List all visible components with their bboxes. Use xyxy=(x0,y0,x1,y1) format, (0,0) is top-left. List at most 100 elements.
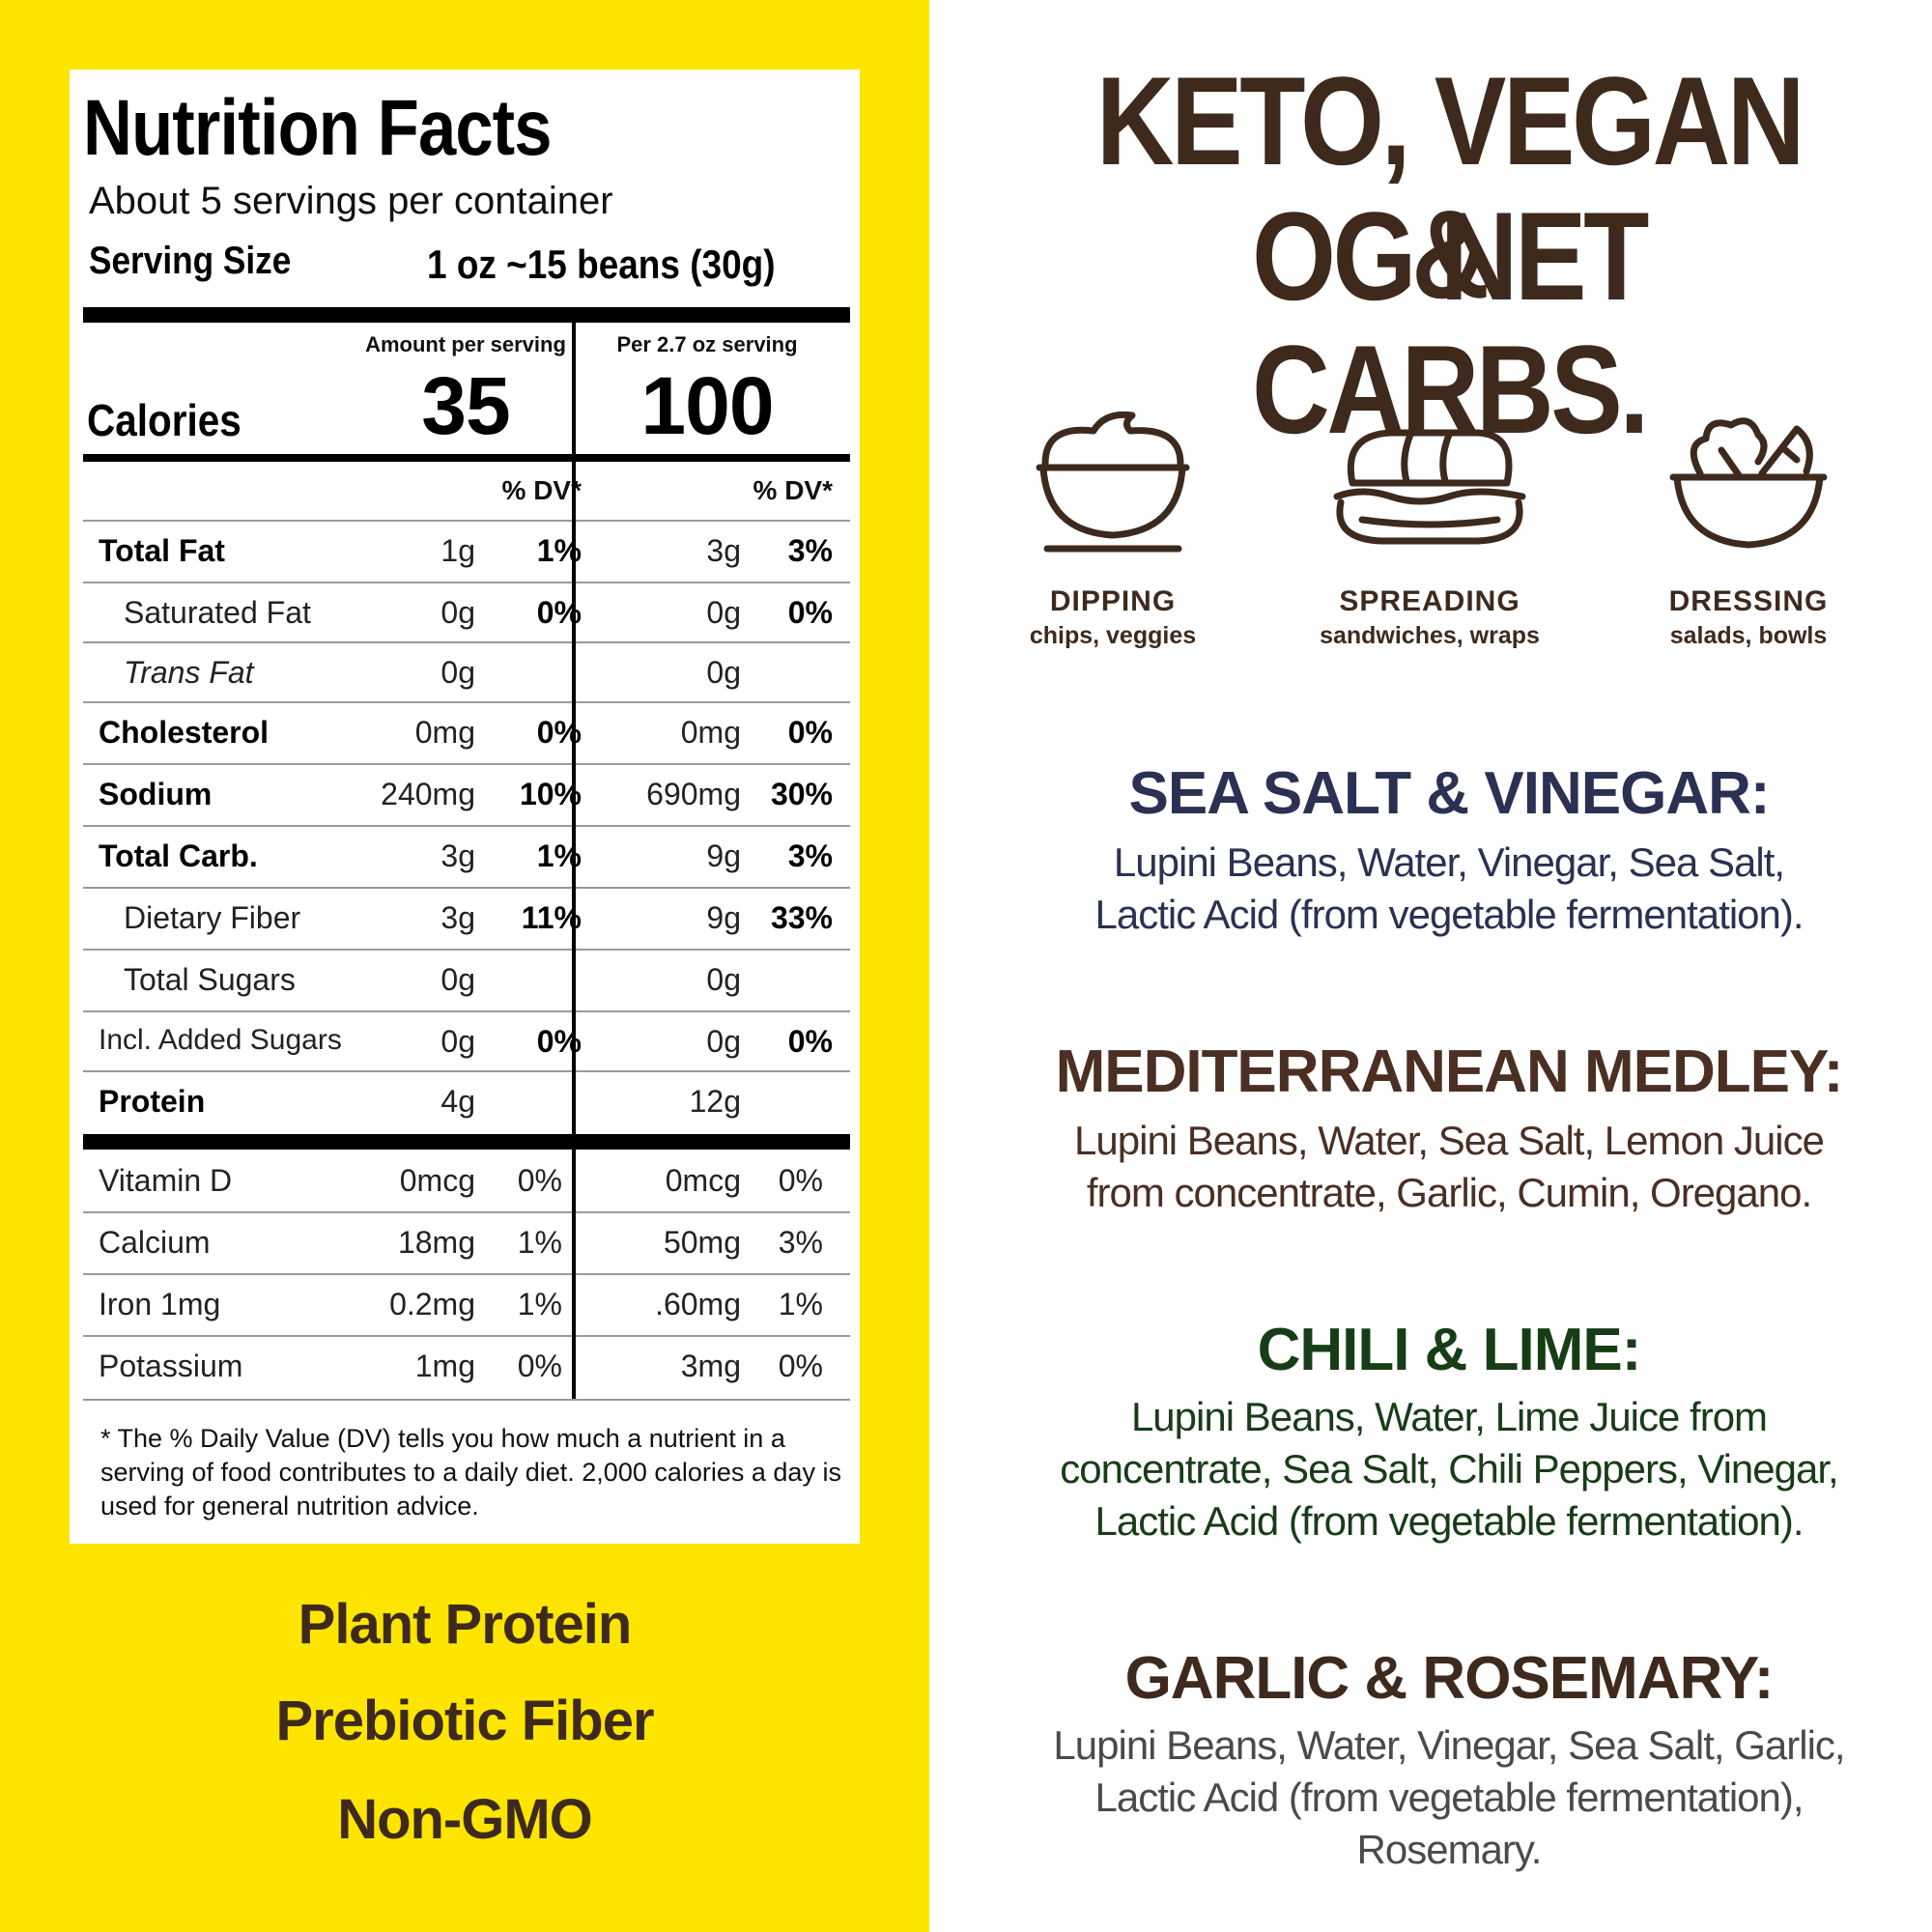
nutrient-row: Total Carb. 3g 1% 9g 3% xyxy=(70,827,860,885)
row-divider xyxy=(83,763,850,765)
dv-header-1: % DV* xyxy=(501,475,582,505)
nutrient-row: Protein 4g 12g xyxy=(70,1072,860,1130)
amount-per-serving: 4g xyxy=(440,1084,475,1119)
salad-bowl-icon xyxy=(1669,417,1828,549)
thick-divider xyxy=(83,307,850,323)
amount-per-container: 0g xyxy=(706,595,741,630)
dv-per-serving: 10% xyxy=(519,777,582,811)
dv-header-2: % DV* xyxy=(753,475,833,505)
vitamin-name: Vitamin D xyxy=(99,1163,233,1198)
amount-per-serving: 240mg xyxy=(381,777,475,811)
use-subtitle: chips, veggies xyxy=(1029,622,1197,649)
benefit-non-gmo: Non-GMO xyxy=(337,1788,593,1851)
nutrient-name: Cholesterol xyxy=(99,715,270,750)
amount-per-container: 3mg xyxy=(680,1349,741,1383)
flavor-ingredients: Lupini Beans, Water, Sea Salt, Lemon Jui… xyxy=(1005,1115,1893,1219)
use-dipping: DIPPING chips, veggies xyxy=(939,406,1287,650)
flavor-ingredients: Lupini Beans, Water, Vinegar, Sea Salt, … xyxy=(1005,1719,1893,1876)
dv-per-container: 0% xyxy=(787,595,833,630)
vitamin-name: Potassium xyxy=(99,1349,243,1383)
nutrient-row: Dietary Fiber 3g 11% 9g 33% xyxy=(70,889,860,947)
amount-per-serving: 18mg xyxy=(397,1225,475,1260)
headline-line-1: KETO, VEGAN & xyxy=(1095,50,1805,325)
vitamin-row: Vitamin D 0mcg 0% 0mcg 0% xyxy=(70,1151,860,1209)
nutrient-name: Sodium xyxy=(99,777,213,811)
col2-header: Per 2.7 oz serving xyxy=(616,332,798,356)
col1-header: Amount per serving xyxy=(365,332,566,356)
amount-per-container: 3g xyxy=(706,533,741,568)
dv-per-container: 1% xyxy=(778,1287,823,1321)
row-divider xyxy=(83,641,850,643)
dv-per-container: 0% xyxy=(778,1349,823,1383)
calories-per-serving: 35 xyxy=(421,360,510,451)
ingredient-line: Lactic Acid (from vegetable fermentation… xyxy=(1094,1775,1804,1820)
amount-per-serving: 0.2mg xyxy=(389,1287,475,1321)
dv-per-container: 3% xyxy=(787,533,833,568)
amount-per-serving: 3g xyxy=(440,838,475,873)
use-title: DIPPING xyxy=(1049,585,1177,617)
row-divider xyxy=(83,582,850,583)
ingredient-line: Lupini Beans, Water, Lime Juice from xyxy=(1130,1394,1768,1439)
medium-divider xyxy=(83,454,850,462)
row-divider xyxy=(83,1211,850,1213)
dv-per-serving: 0% xyxy=(536,715,582,750)
nutrient-row: Saturated Fat 0g 0% 0g 0% xyxy=(70,583,860,641)
flavor-title: CHILI & LIME: xyxy=(1257,1317,1642,1383)
amount-per-serving: 1g xyxy=(440,533,475,568)
dv-per-container: 0% xyxy=(787,1024,833,1059)
amount-per-container: 9g xyxy=(706,900,741,935)
flavor-ingredients: Lupini Beans, Water, Lime Juice from con… xyxy=(1005,1391,1893,1548)
ingredient-line: Lactic Acid (from vegetable fermentation… xyxy=(1094,1498,1804,1544)
ingredient-line: from concentrate, Garlic, Cumin, Oregano… xyxy=(1086,1170,1812,1215)
nutrient-name: Trans Fat xyxy=(124,655,254,690)
nutrient-row: Incl. Added Sugars 0g 0% 0g 0% xyxy=(70,1012,860,1070)
ingredient-line: Rosemary. xyxy=(1356,1827,1543,1872)
row-divider xyxy=(83,1010,850,1012)
amount-per-container: 0g xyxy=(706,655,741,690)
nutrient-row: Sodium 240mg 10% 690mg 30% xyxy=(70,765,860,823)
dv-per-serving: 0% xyxy=(517,1349,562,1383)
vitamin-row: Potassium 1mg 0% 3mg 0% xyxy=(70,1337,860,1395)
dv-per-serving: 1% xyxy=(536,533,582,568)
amount-per-container: 9g xyxy=(706,838,741,873)
amount-per-container: 50mg xyxy=(663,1225,741,1260)
ingredient-line: Lupini Beans, Water, Vinegar, Sea Salt, xyxy=(1113,839,1785,885)
nutrient-row: Total Fat 1g 1% 3g 3% xyxy=(70,522,860,580)
nutrient-row: Total Sugars 0g 0g xyxy=(70,951,860,1009)
dv-per-container: 3% xyxy=(787,838,833,873)
vitamin-name: Iron 1mg xyxy=(99,1287,221,1321)
row-divider xyxy=(83,1273,850,1275)
dv-per-container: 0% xyxy=(787,715,833,750)
flavor-title: GARLIC & ROSEMARY: xyxy=(1124,1645,1775,1712)
flavor-title: SEA SALT & VINEGAR: xyxy=(1128,760,1770,827)
headline-line-2: OG NET CARBS. xyxy=(1252,185,1649,460)
use-title: SPREADING xyxy=(1339,585,1520,617)
dv-per-container: 30% xyxy=(770,777,833,811)
vitamin-row: Calcium 18mg 1% 50mg 3% xyxy=(70,1213,860,1271)
serving-size-label: Serving Size xyxy=(89,240,292,282)
amount-per-container: 12g xyxy=(689,1084,741,1119)
nutrient-name: Protein xyxy=(99,1084,206,1119)
serving-size-value: 1 oz ~15 beans (30g) xyxy=(427,242,776,287)
amount-per-container: 690mg xyxy=(646,777,741,811)
sandwich-icon xyxy=(1333,429,1526,545)
nutrient-name: Total Sugars xyxy=(124,962,296,997)
nutrient-name: Total Carb. xyxy=(99,838,258,873)
calories-per-container: 100 xyxy=(640,360,774,451)
dv-per-serving: 0% xyxy=(536,1024,582,1059)
dv-footnote: * The % Daily Value (DV) tells you how m… xyxy=(100,1424,841,1520)
dip-bowl-icon xyxy=(1036,411,1190,553)
row-divider xyxy=(83,520,850,522)
amount-per-serving: 0mg xyxy=(414,715,475,750)
use-spreading: SPREADING sandwiches, wraps xyxy=(1256,406,1604,650)
vitamin-name: Calcium xyxy=(99,1225,211,1260)
amount-per-container: 0g xyxy=(706,1024,741,1059)
thick-divider xyxy=(83,1134,850,1150)
dv-per-container: 33% xyxy=(770,900,833,935)
benefit-prebiotic-fiber: Prebiotic Fiber xyxy=(275,1690,654,1752)
amount-per-container: 0mg xyxy=(680,715,741,750)
dv-per-serving: 1% xyxy=(536,838,582,873)
row-divider xyxy=(83,1070,850,1072)
amount-per-container: .60mg xyxy=(655,1287,741,1321)
amount-per-serving: 0g xyxy=(440,962,475,997)
